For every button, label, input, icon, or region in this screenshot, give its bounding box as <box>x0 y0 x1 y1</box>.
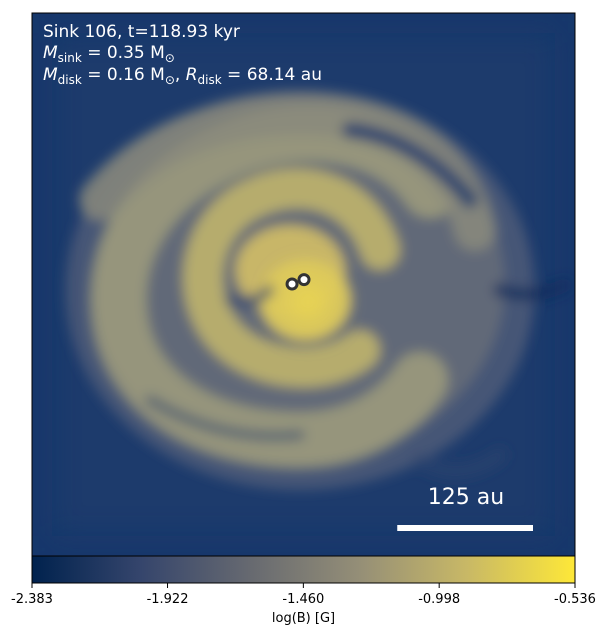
header-line-3: Mdisk = 0.16 M⊙, Rdisk = 68.14 au <box>43 65 322 87</box>
header-sun-symbol-2: ⊙ <box>165 73 175 87</box>
header-r-disk-value: = 68.14 au <box>222 65 322 85</box>
scale-bar: 125 au <box>397 485 533 531</box>
header-line-1: Sink 106, t=118.93 kyr <box>43 22 240 42</box>
colorbar-ticks: -2.383 -1.922 -1.460 -0.998 -0.536 <box>11 583 596 607</box>
header-m-disk-value: = 0.16 M <box>82 65 165 85</box>
header-m-disk-sub: disk <box>58 73 82 87</box>
header-sun-symbol-1: ⊙ <box>165 51 175 65</box>
header-m-sink-value: = 0.35 M <box>82 43 165 63</box>
heatmap-panel <box>32 13 575 556</box>
colorbar-tick-label: -1.460 <box>282 592 324 607</box>
scale-bar-line <box>397 525 533 531</box>
sink-marker-1 <box>285 277 299 291</box>
colorbar: -2.383 -1.922 -1.460 -0.998 -0.536 log(B) [G… <box>11 555 596 626</box>
header-r-disk: R <box>186 65 198 85</box>
header-m-sink: M <box>43 43 58 63</box>
colorbar-tick-label: -0.998 <box>418 592 460 607</box>
colorbar-tick-label: -0.536 <box>554 592 596 607</box>
colorbar-tick-label: -1.922 <box>147 592 189 607</box>
header-annotation: Sink 106, t=118.93 kyr Msink = 0.35 M⊙ M… <box>43 22 322 87</box>
colorbar-label: log(B) [G] <box>272 611 335 626</box>
scale-bar-label: 125 au <box>428 485 504 510</box>
header-r-disk-sub: disk <box>198 73 222 87</box>
header-m-sink-sub: sink <box>58 51 82 65</box>
header-m-disk: M <box>43 65 58 85</box>
sink-markers <box>285 273 311 291</box>
header-line-2: Msink = 0.35 M⊙ <box>43 43 175 65</box>
colorbar-tick-label: -2.383 <box>11 592 53 607</box>
header-separator: , <box>175 65 186 85</box>
sink-marker-2 <box>297 273 311 287</box>
colorbar-gradient <box>32 556 575 583</box>
